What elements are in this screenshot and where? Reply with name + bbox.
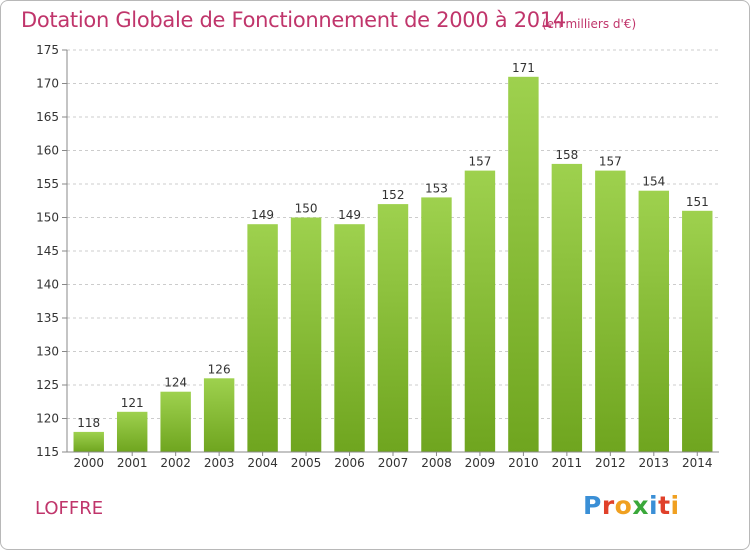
logo-letter: x [632,491,649,520]
bar [203,378,235,452]
x-tick-label: 2014 [682,456,713,470]
y-tick-label: 145 [36,244,59,258]
y-tick-label: 165 [36,110,59,124]
bar [73,431,104,452]
x-tick-label: 2008 [421,456,452,470]
bar-value-label: 124 [164,376,187,390]
y-tick-label: 120 [36,412,59,426]
bar-value-label: 154 [642,175,665,189]
bar-value-label: 149 [251,208,274,222]
y-tick-label: 155 [36,177,59,191]
commune-name: LOFFRE [35,498,104,519]
bar-value-label: 157 [599,155,622,169]
logo-letter: P [583,491,602,520]
bar-value-label: 153 [425,181,448,195]
bar-value-label: 157 [468,155,491,169]
y-tick-label: 175 [36,43,59,57]
bar [334,224,365,452]
logo-letter: t [658,491,671,520]
x-tick-label: 2003 [204,456,235,470]
y-tick-label: 160 [36,144,59,158]
x-tick-label: 2012 [595,456,626,470]
x-tick-label: 2004 [247,456,278,470]
bar [682,210,713,452]
y-tick-label: 150 [36,211,59,225]
y-tick-label: 140 [36,278,59,292]
bar [595,170,626,452]
bar [290,217,322,452]
y-tick-label: 125 [36,378,59,392]
bar [638,190,670,452]
bar-value-label: 149 [338,208,361,222]
proxiti-logo: Proxiti [583,491,680,520]
x-tick-label: 2010 [508,456,539,470]
bar [116,411,148,452]
x-tick-label: 2009 [465,456,496,470]
bar-layer [73,76,713,453]
bar-value-label: 151 [686,195,709,209]
y-tick-label: 130 [36,345,59,359]
logo-letter: r [601,491,615,520]
x-tick-label: 2001 [117,456,148,470]
x-tick-label: 2000 [73,456,104,470]
bar-value-label: 150 [295,202,318,216]
bar [160,391,191,452]
x-tick-label: 2006 [334,456,365,470]
bar-value-label: 121 [121,396,144,410]
bar [421,197,452,452]
bar-value-label: 126 [208,362,231,376]
bar [377,204,409,452]
axis-layer: 115 120 125 130 135 140 145 150 155 160 165 170 175 2… [36,43,719,470]
x-tick-label: 2005 [291,456,322,470]
bar-value-label: 171 [512,61,535,75]
x-tick-label: 2002 [160,456,191,470]
x-tick-label: 2011 [552,456,583,470]
logo-letter: o [614,491,633,520]
bar [464,170,496,452]
bar-value-label: 118 [77,416,100,430]
y-tick-label: 115 [36,445,59,459]
bar-value-label: 158 [555,148,578,162]
logo-letter: i [649,491,659,520]
x-tick-label: 2007 [378,456,409,470]
y-tick-label: 170 [36,77,59,91]
bar-value-label: 152 [382,188,405,202]
chart-title: Dotation Globale de Fonctionnement de 20… [21,8,566,32]
label-layer: 118 121 124 126 149 150 149 152 153 157 171 158 157 1… [77,61,708,430]
y-tick-label: 135 [36,311,59,325]
x-tick-label: 2013 [639,456,670,470]
bar [551,163,583,452]
chart-subtitle: (en milliers d'€) [542,17,637,31]
logo-letter: i [670,491,680,520]
bar [247,224,278,452]
bar [508,76,539,453]
